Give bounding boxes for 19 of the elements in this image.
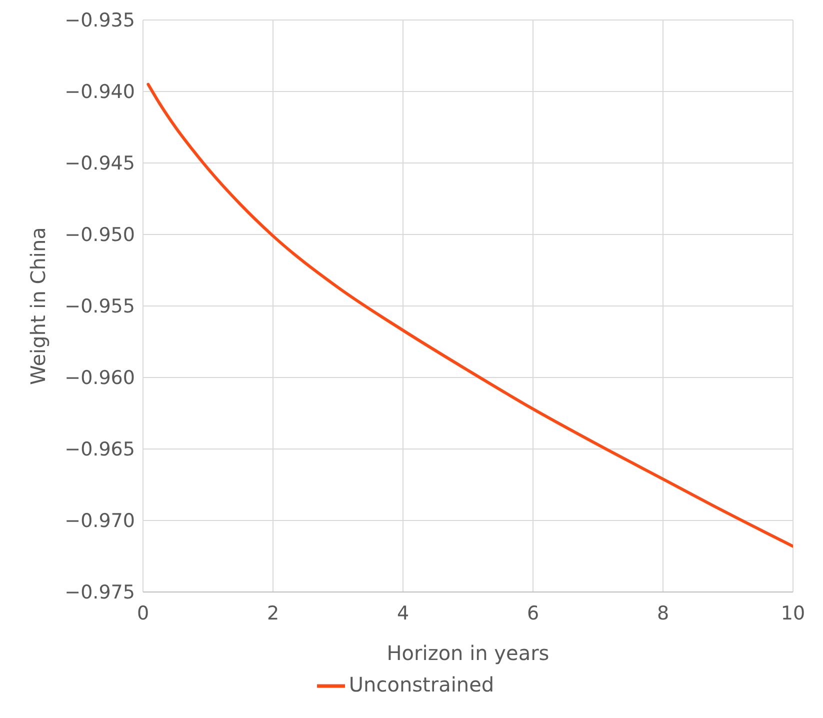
y-axis-title: Weight in China bbox=[26, 227, 50, 385]
line-series bbox=[146, 82, 793, 548]
x-tick-label: 8 bbox=[656, 602, 670, 624]
y-tick-label: −0.940 bbox=[64, 81, 135, 104]
y-tick-label: −0.965 bbox=[64, 438, 135, 461]
x-tick-label: 10 bbox=[780, 602, 806, 624]
x-tick-label: 2 bbox=[266, 602, 280, 624]
x-tick-label: 4 bbox=[396, 602, 410, 624]
legend-label: Unconstrained bbox=[348, 672, 494, 696]
y-tick-label: −0.945 bbox=[64, 152, 135, 175]
y-tick-label: −0.975 bbox=[64, 582, 135, 604]
y-tick-label: −0.970 bbox=[64, 510, 135, 532]
y-tick-label: −0.935 bbox=[64, 10, 135, 32]
y-tick-label: −0.950 bbox=[64, 224, 135, 246]
y-tick-label: −0.960 bbox=[64, 367, 135, 390]
x-axis-title: Horizon in years bbox=[386, 641, 550, 665]
x-tick-label: 0 bbox=[136, 602, 150, 624]
y-tick-label: −0.955 bbox=[64, 296, 135, 318]
x-tick-label: 6 bbox=[526, 602, 540, 624]
